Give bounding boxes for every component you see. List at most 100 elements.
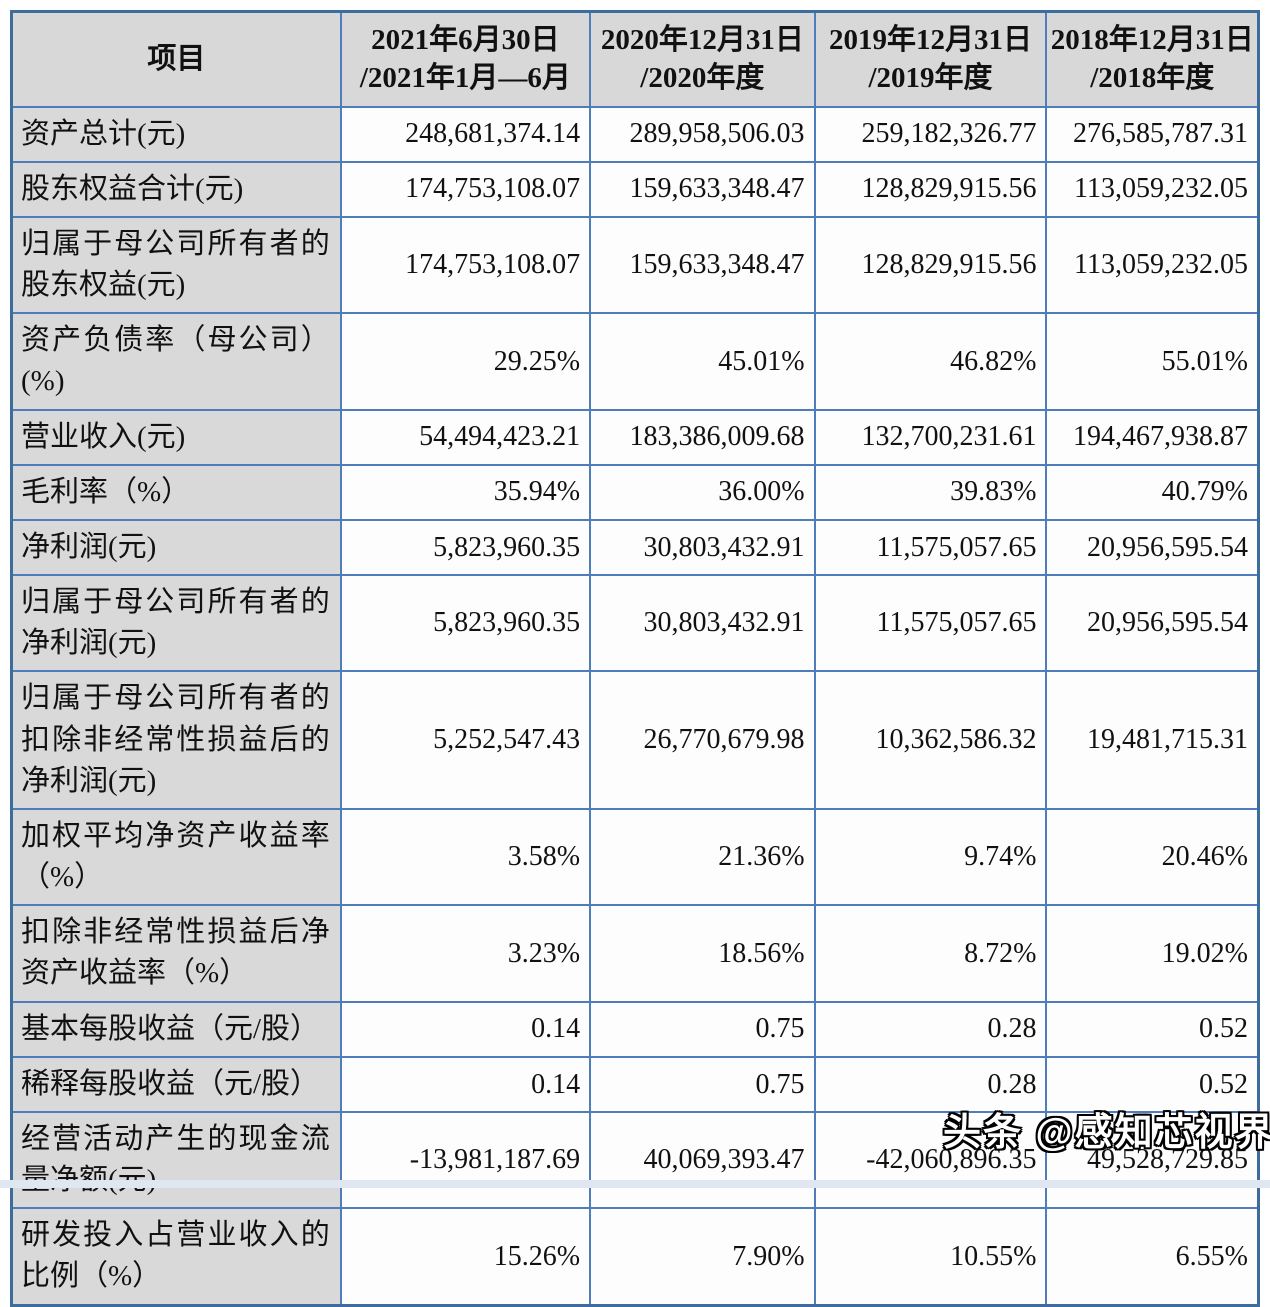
row-label: 经营活动产生的现金流量净额(元)	[10, 1110, 342, 1210]
table-row: 经营活动产生的现金流量净额(元)-13,981,187.6940,069,393…	[10, 1110, 1260, 1210]
header-cell-2019: 2019年12月31日 /2019年度	[813, 10, 1048, 108]
value-cell: 3.58%	[339, 807, 592, 907]
value-cell: 128,829,915.56	[813, 160, 1048, 218]
value-cell: 7.90%	[589, 1207, 816, 1307]
value-cell: 5,823,960.35	[339, 574, 592, 673]
row-label: 研发投入占营业收入的比例（%）	[10, 1207, 342, 1307]
header-cell-2021: 2021年6月30日 /2021年1月—6月	[339, 10, 592, 108]
value-cell: 0.52	[1045, 1000, 1260, 1058]
row-label: 扣除非经常性损益后净资产收益率（%）	[10, 904, 342, 1003]
value-cell: 30,803,432.91	[589, 518, 816, 577]
value-cell: 18.56%	[589, 904, 816, 1003]
value-cell: 0.75	[589, 1055, 816, 1113]
value-cell: 54,494,423.21	[339, 408, 592, 466]
value-cell: 20,956,595.54	[1045, 518, 1260, 577]
header-row: 项目 2021年6月30日 /2021年1月—6月 2020年12月31日 /2…	[10, 10, 1260, 108]
value-cell: 29.25%	[339, 312, 592, 411]
value-cell: -13,981,187.69	[339, 1110, 592, 1210]
value-cell: 36.00%	[589, 463, 816, 521]
value-cell: 0.75	[589, 1000, 816, 1058]
value-cell: 276,585,787.31	[1045, 105, 1260, 163]
row-label: 毛利率（%）	[10, 463, 342, 521]
value-cell: 40.79%	[1045, 463, 1260, 521]
row-label: 加权平均净资产收益率（%）	[10, 807, 342, 907]
value-cell: 19.02%	[1045, 904, 1260, 1003]
value-cell: 159,633,348.47	[589, 160, 816, 218]
row-label: 归属于母公司所有者的扣除非经常性损益后的净利润(元)	[10, 670, 342, 810]
row-label: 基本每股收益（元/股）	[10, 1000, 342, 1058]
row-label: 净利润(元)	[10, 518, 342, 577]
table-row: 资产负债率（母公司）(%) 29.25% 45.01% 46.82% 55.01%	[10, 312, 1260, 411]
value-cell: 0.28	[813, 1000, 1048, 1058]
value-cell: 6.55%	[1045, 1207, 1260, 1307]
value-cell: 46.82%	[813, 312, 1048, 411]
value-cell: 132,700,231.61	[813, 408, 1048, 466]
value-cell: 3.23%	[339, 904, 592, 1003]
value-cell: -42,060,896.35	[813, 1110, 1048, 1210]
value-cell: 0.52	[1045, 1055, 1260, 1113]
value-cell: 39.83%	[813, 463, 1048, 521]
header-cell-2020: 2020年12月31日 /2020年度	[589, 10, 816, 108]
row-label: 归属于母公司所有者的净利润(元)	[10, 574, 342, 673]
row-label: 营业收入(元)	[10, 408, 342, 466]
financial-summary-table: 项目 2021年6月30日 /2021年1月—6月 2020年12月31日 /2…	[10, 10, 1260, 1307]
value-cell: 10.55%	[813, 1207, 1048, 1307]
page-bottom-strip	[0, 1180, 1270, 1188]
value-cell: 21.36%	[589, 807, 816, 907]
value-cell: 8.72%	[813, 904, 1048, 1003]
table-row: 研发投入占营业收入的比例（%） 15.26% 7.90% 10.55% 6.55%	[10, 1207, 1260, 1307]
header-cell-2018: 2018年12月31日 /2018年度	[1045, 10, 1260, 108]
value-cell: 128,829,915.56	[813, 215, 1048, 315]
table-header: 项目 2021年6月30日 /2021年1月—6月 2020年12月31日 /2…	[10, 10, 1260, 108]
table-row: 净利润(元) 5,823,960.35 30,803,432.91 11,575,05…	[10, 518, 1260, 577]
value-cell: 174,753,108.07	[339, 215, 592, 315]
table-row: 归属于母公司所有者的扣除非经常性损益后的净利润(元) 5,252,547.43 26…	[10, 670, 1260, 810]
table-row: 股东权益合计(元) 174,753,108.07 159,633,348.47 128…	[10, 160, 1260, 218]
value-cell: 113,059,232.05	[1045, 215, 1260, 315]
value-cell: 248,681,374.14	[339, 105, 592, 163]
value-cell: 55.01%	[1045, 312, 1260, 411]
value-cell: 0.14	[339, 1055, 592, 1113]
table-row: 基本每股收益（元/股） 0.14 0.75 0.28 0.52	[10, 1000, 1260, 1058]
value-cell: 194,467,938.87	[1045, 408, 1260, 466]
row-label: 股东权益合计(元)	[10, 160, 342, 218]
table-row: 资产总计(元) 248,681,374.14 289,958,506.03 259,1…	[10, 105, 1260, 163]
value-cell: 20,956,595.54	[1045, 574, 1260, 673]
value-cell: 19,481,715.31	[1045, 670, 1260, 810]
value-cell: 15.26%	[339, 1207, 592, 1307]
value-cell: 11,575,057.65	[813, 518, 1048, 577]
value-cell: 0.14	[339, 1000, 592, 1058]
value-cell: 10,362,586.32	[813, 670, 1048, 810]
value-cell: 45.01%	[589, 312, 816, 411]
value-cell: 183,386,009.68	[589, 408, 816, 466]
table-row: 扣除非经常性损益后净资产收益率（%） 3.23% 18.56% 8.72% 19.02%	[10, 904, 1260, 1003]
table-row: 稀释每股收益（元/股） 0.14 0.75 0.28 0.52	[10, 1055, 1260, 1113]
value-cell: 30,803,432.91	[589, 574, 816, 673]
value-cell: 35.94%	[339, 463, 592, 521]
table-body: 资产总计(元) 248,681,374.14 289,958,506.03 259,1…	[10, 105, 1260, 1307]
value-cell: 159,633,348.47	[589, 215, 816, 315]
row-label: 稀释每股收益（元/股）	[10, 1055, 342, 1113]
value-cell: 5,823,960.35	[339, 518, 592, 577]
header-cell-item: 项目	[10, 10, 342, 108]
value-cell: 9.74%	[813, 807, 1048, 907]
value-cell: 0.28	[813, 1055, 1048, 1113]
value-cell: 20.46%	[1045, 807, 1260, 907]
value-cell: 259,182,326.77	[813, 105, 1048, 163]
table-row: 归属于母公司所有者的净利润(元) 5,823,960.35 30,803,432.9…	[10, 574, 1260, 673]
value-cell: 113,059,232.05	[1045, 160, 1260, 218]
table-row: 毛利率（%） 35.94% 36.00% 39.83% 40.79%	[10, 463, 1260, 521]
value-cell: 174,753,108.07	[339, 160, 592, 218]
row-label: 归属于母公司所有者的股东权益(元)	[10, 215, 342, 315]
value-cell: 26,770,679.98	[589, 670, 816, 810]
table-row: 营业收入(元) 54,494,423.21 183,386,009.68 132,70…	[10, 408, 1260, 466]
value-cell: 11,575,057.65	[813, 574, 1048, 673]
table-row: 归属于母公司所有者的股东权益(元) 174,753,108.07 159,633,3…	[10, 215, 1260, 315]
value-cell: 5,252,547.43	[339, 670, 592, 810]
table-row: 加权平均净资产收益率（%） 3.58% 21.36% 9.74% 20.46%	[10, 807, 1260, 907]
row-label: 资产总计(元)	[10, 105, 342, 163]
document-page: 项目 2021年6月30日 /2021年1月—6月 2020年12月31日 /2…	[10, 10, 1260, 1307]
value-cell: 289,958,506.03	[589, 105, 816, 163]
value-cell: 40,069,393.47	[589, 1110, 816, 1210]
row-label: 资产负债率（母公司）(%)	[10, 312, 342, 411]
